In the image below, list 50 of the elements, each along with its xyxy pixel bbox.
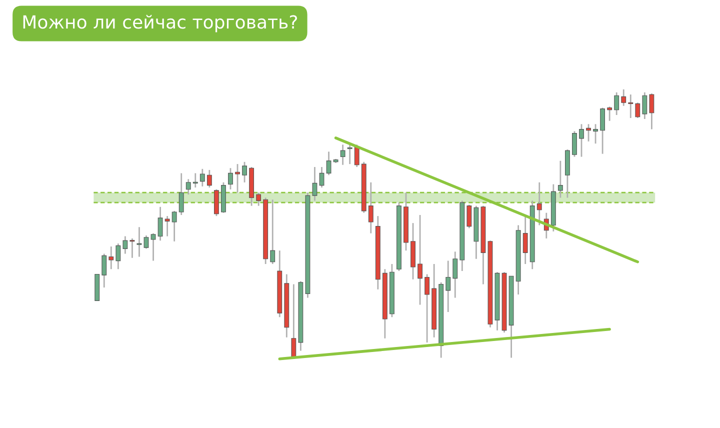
chart-title: Можно ли сейчас торговать?: [23, 14, 298, 32]
candlestick: [200, 168, 205, 188]
candlestick: [649, 92, 654, 130]
candlestick: [186, 178, 191, 196]
candlestick: [319, 166, 324, 188]
candlestick: [579, 123, 584, 158]
candlestick: [214, 188, 219, 217]
candlestick: [150, 232, 156, 262]
candlestick: [164, 215, 170, 237]
candlestick: [144, 234, 149, 250]
candlestick: [242, 161, 247, 184]
candlestick: [424, 274, 430, 344]
candlestick: [466, 204, 472, 229]
candlestick: [228, 167, 233, 190]
candlestick: [621, 88, 626, 107]
candlestick: [235, 163, 240, 194]
candlestick: [446, 260, 451, 313]
candlestick: [635, 102, 640, 119]
candlestick: [558, 160, 563, 198]
candlestick: [452, 250, 458, 298]
candlestick: [354, 144, 360, 168]
candlestick: [206, 169, 212, 188]
candlestick: [122, 236, 128, 254]
candlestick: [607, 106, 612, 122]
candlestick: [326, 150, 332, 176]
candlestick: [614, 92, 620, 116]
candlestick: [418, 214, 422, 306]
candlestick: [642, 92, 648, 120]
candlestick: [586, 123, 591, 142]
candlestick: [368, 182, 374, 234]
candlestick: [340, 144, 346, 166]
candlestick: [192, 172, 198, 188]
candlestick: [108, 246, 114, 270]
candlestick: [116, 242, 121, 270]
candlestick: [347, 142, 352, 165]
candlestick: [536, 182, 542, 226]
candlestick: [130, 238, 135, 259]
candlestick: [102, 253, 107, 288]
candlestick: [522, 215, 528, 265]
candlestick: [270, 198, 276, 265]
candlestick: [628, 94, 634, 119]
candlestick: [158, 206, 163, 242]
candlestick: [172, 210, 177, 242]
candlestick: [136, 226, 142, 258]
candlestick: [312, 166, 318, 202]
candlestick: [572, 130, 577, 158]
candlestick: [600, 107, 606, 155]
candlestick: [256, 192, 262, 207]
candlestick: [178, 172, 184, 216]
candlestick: [593, 123, 598, 144]
